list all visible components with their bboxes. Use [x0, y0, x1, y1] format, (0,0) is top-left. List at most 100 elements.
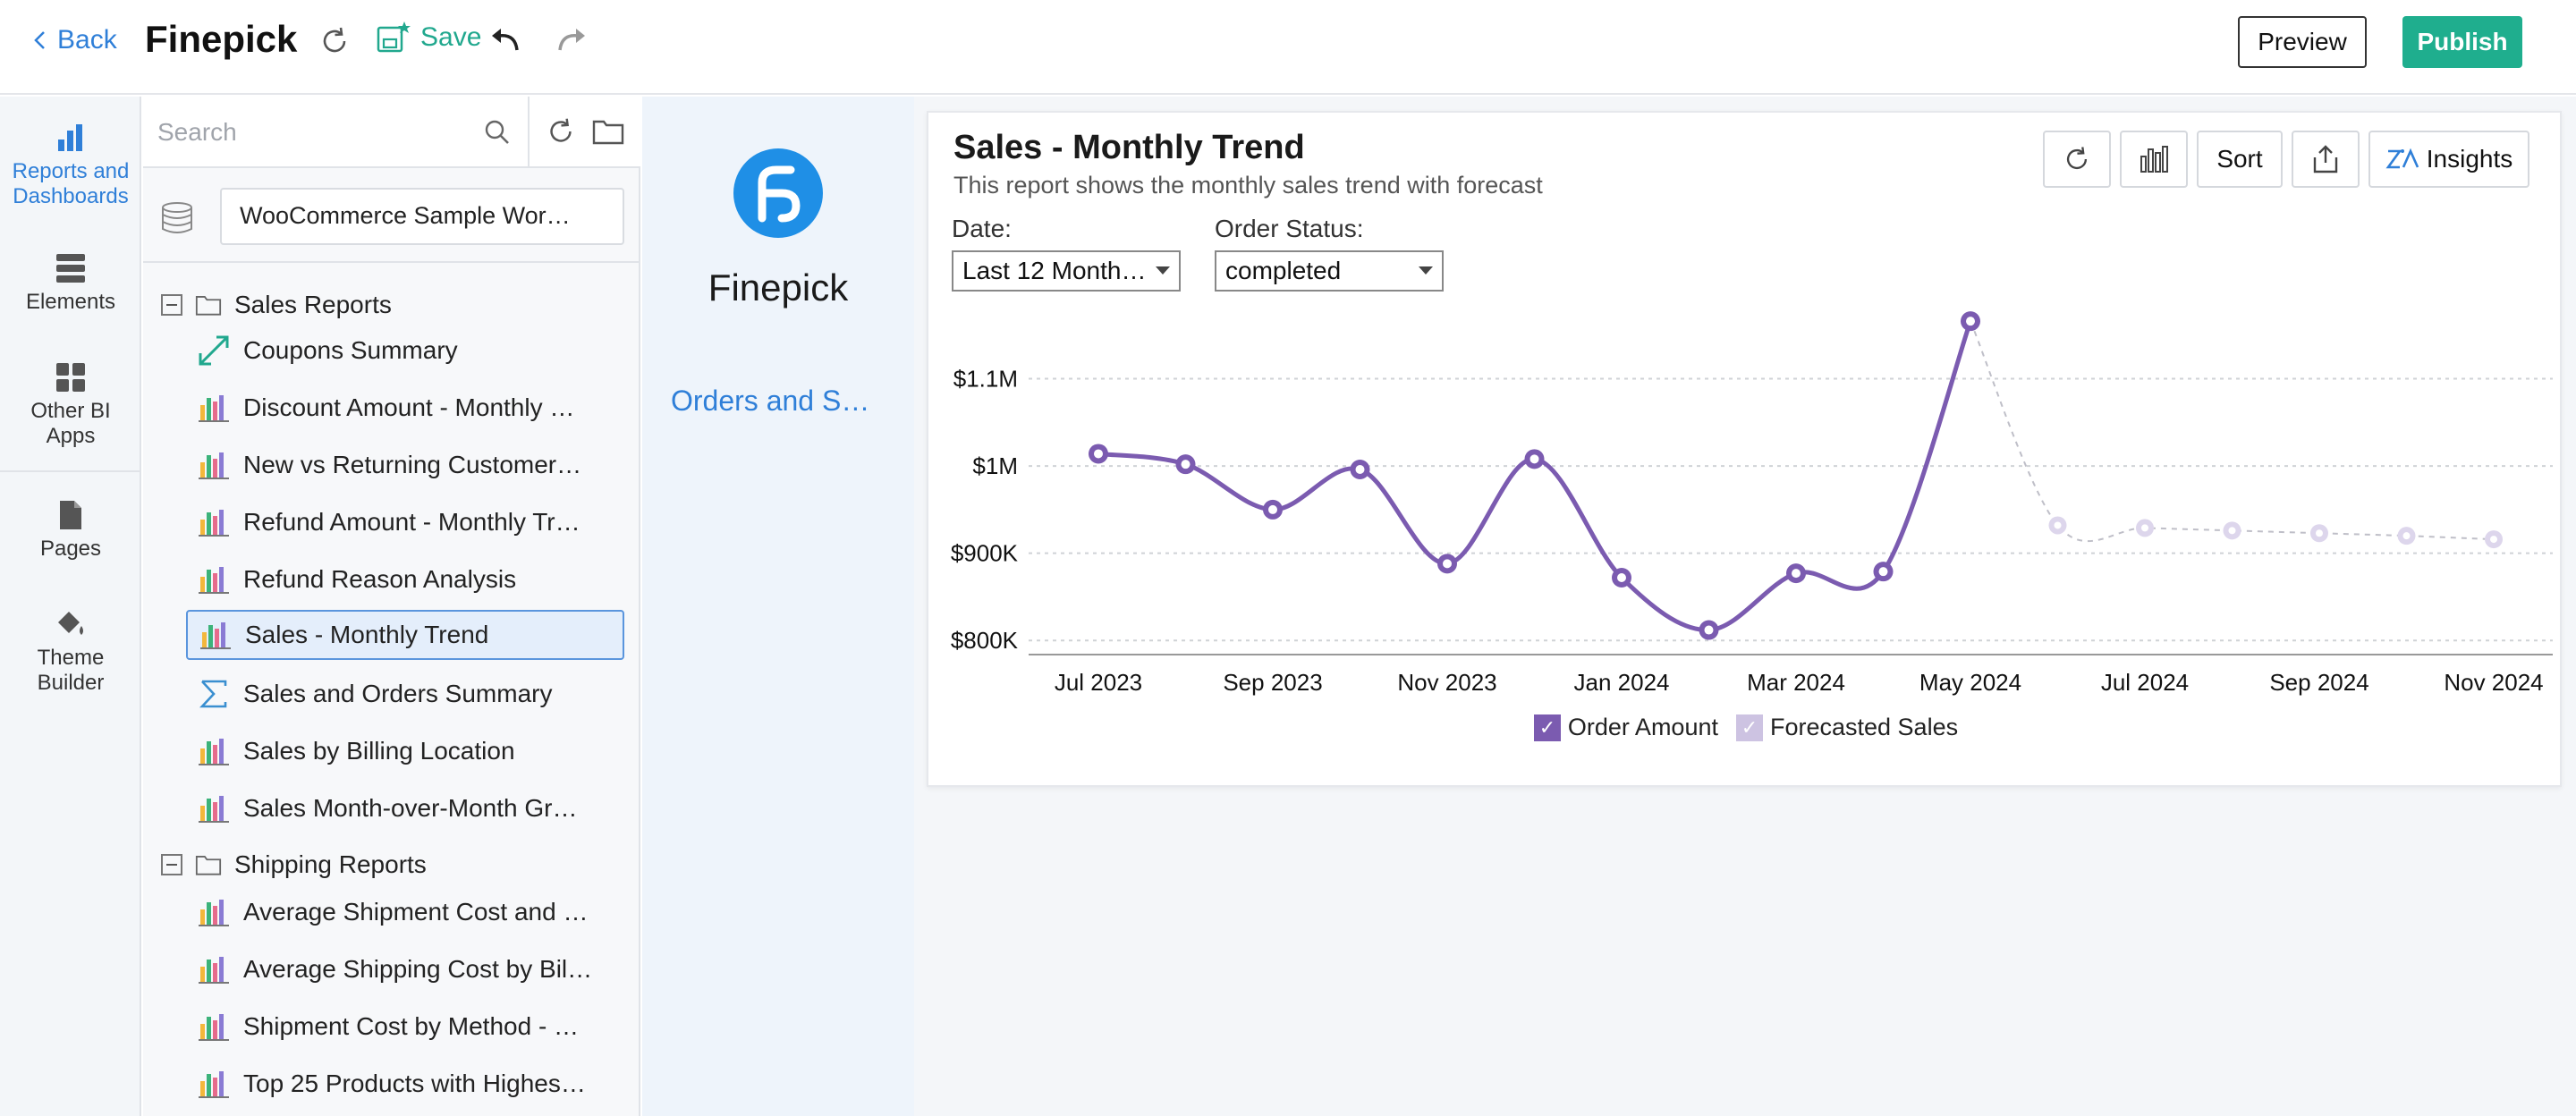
date-filter-select[interactable]: Last 12 Month…: [952, 250, 1181, 292]
search-input[interactable]: [157, 109, 506, 156]
rail-item-theme-builder[interactable]: Theme Builder: [0, 608, 141, 696]
rail-label: Builder: [37, 671, 105, 695]
order-amount-data-point-center: [1966, 317, 1975, 326]
dashboard-page-link[interactable]: Orders and S…: [671, 385, 870, 417]
folder-sales-reports[interactable]: Sales Reports: [161, 283, 392, 327]
reload-report-button[interactable]: [2043, 131, 2111, 188]
order-status-filter-select[interactable]: completed: [1215, 250, 1444, 292]
legend-check-icon: ✓: [1533, 714, 1561, 741]
bar-chart-icon: [199, 739, 229, 765]
chart-type-button[interactable]: [2120, 131, 2188, 188]
bar-chart-icon: [199, 796, 229, 823]
folder-shipping-reports[interactable]: Shipping Reports: [161, 842, 427, 887]
order-amount-data-point-center: [1792, 569, 1801, 579]
rail-item-other-bi-apps[interactable]: Other BI Apps: [0, 361, 141, 449]
report-item[interactable]: Top 25 Products with Highes…: [186, 1059, 624, 1109]
publish-button[interactable]: Publish: [2402, 16, 2522, 68]
report-label: Refund Amount - Monthly Tr…: [243, 508, 580, 536]
rail-label: Reports and: [12, 159, 130, 183]
redo-icon: [558, 29, 585, 51]
line-chart: $800K $900K $1M $1.1M Jul 2023 Sep 2023 Nov 20…: [951, 311, 2553, 696]
y-tick-label: $1.1M: [953, 366, 1018, 393]
forecast-data-point-center: [2490, 536, 2497, 544]
report-item[interactable]: Refund Amount - Monthly Tr…: [186, 497, 624, 547]
rail-label: Elements: [25, 290, 116, 314]
workspace-selector[interactable]: WooCommerce Sample Wor…: [220, 188, 624, 245]
elements-icon: [56, 254, 85, 283]
report-item[interactable]: Sales and Orders Summary: [186, 669, 624, 719]
report-card: Sales - Monthly Trend This report shows …: [927, 111, 2562, 787]
rail-label: Theme: [37, 646, 105, 670]
folder-icon[interactable]: [592, 116, 624, 147]
report-label: Sales Month-over-Month Gr…: [243, 794, 578, 822]
x-tick-label: Nov 2023: [1397, 669, 1496, 696]
order-status-filter-value: completed: [1225, 257, 1342, 284]
report-label: Average Shipping Cost by Bil…: [243, 955, 593, 983]
report-item[interactable]: Average Shipping Cost by Bil…: [186, 944, 624, 994]
report-item[interactable]: Refund Reason Analysis: [186, 554, 624, 604]
sigma-icon: [199, 680, 227, 708]
x-tick-label: Sep 2024: [2269, 669, 2368, 696]
chart-legend: ✓ Order Amount ✓ Forecasted Sales: [928, 714, 2563, 741]
legend-item-forecasted-sales[interactable]: ✓ Forecasted Sales: [1735, 714, 1958, 741]
report-item-selected[interactable]: Sales - Monthly Trend: [186, 610, 624, 660]
finepick-logo-icon: [733, 148, 823, 238]
x-tick-label: Jan 2024: [1574, 669, 1670, 696]
report-item[interactable]: Sales Month-over-Month Gr…: [186, 783, 624, 833]
undo-icon: [492, 29, 519, 51]
order-amount-data-point-center: [1878, 567, 1888, 577]
report-item[interactable]: New vs Returning Customer…: [186, 440, 624, 490]
report-item[interactable]: Shipment Cost by Method - …: [186, 1002, 624, 1052]
bar-chart-icon: [199, 510, 229, 537]
explorer-panel: WooCommerce Sample Wor… Sales Reports Co…: [143, 97, 640, 1116]
report-subtitle: This report shows the monthly sales tren…: [953, 172, 1543, 199]
rail-label: Other BI: [30, 399, 111, 423]
sort-button[interactable]: Sort: [2197, 131, 2283, 188]
legend-item-order-amount[interactable]: ✓ Order Amount: [1533, 714, 1718, 741]
report-item[interactable]: Discount Amount - Monthly …: [186, 383, 624, 433]
export-button[interactable]: [2292, 131, 2360, 188]
rail-item-pages[interactable]: Pages: [0, 499, 141, 562]
bar-chart-icon: [199, 1014, 229, 1041]
report-item[interactable]: Average Shipment Cost and …: [186, 887, 624, 937]
folder-icon: [195, 856, 222, 875]
dropdown-caret-icon: [1419, 266, 1433, 275]
refresh-icon[interactable]: [544, 114, 578, 148]
order-amount-series-line: [1097, 320, 1973, 633]
report-label: Refund Reason Analysis: [243, 565, 517, 593]
refresh-button[interactable]: [313, 20, 356, 63]
save-icon: [377, 21, 411, 53]
x-tick-label: Mar 2024: [1747, 669, 1845, 696]
grid-icon: [56, 363, 85, 392]
folder-icon: [195, 296, 222, 316]
order-amount-data-point-center: [1268, 504, 1277, 514]
collapse-icon[interactable]: [161, 854, 182, 875]
app-title: Finepick: [145, 18, 298, 60]
dashboard-side-panel: Finepick Orders and S…: [642, 97, 914, 1116]
save-label: Save: [420, 22, 482, 52]
x-tick-label: May 2024: [1919, 669, 2021, 696]
report-item[interactable]: Sales by Billing Location: [186, 726, 624, 776]
zia-insights-icon: [2385, 148, 2419, 169]
rail-label: Dashboards: [13, 184, 129, 208]
search-icon[interactable]: [483, 118, 512, 147]
bar-chart-icon: [199, 395, 229, 422]
save-button[interactable]: Save: [376, 20, 481, 55]
undo-button[interactable]: [483, 20, 526, 63]
insights-button[interactable]: Insights: [2368, 131, 2529, 188]
back-link[interactable]: Back: [30, 25, 117, 55]
report-item[interactable]: Coupons Summary: [186, 326, 624, 376]
rail-item-reports-dashboards[interactable]: Reports and Dashboards: [0, 122, 141, 209]
report-label: Average Shipment Cost and …: [243, 898, 589, 926]
date-filter-value: Last 12 Month…: [962, 257, 1147, 284]
report-label: Sales and Orders Summary: [243, 680, 553, 707]
top-bar: Back Finepick Save Preview Publish: [0, 0, 2576, 95]
preview-button[interactable]: Preview: [2238, 16, 2367, 68]
collapse-icon[interactable]: [161, 294, 182, 316]
rail-item-elements[interactable]: Elements: [0, 252, 141, 315]
redo-button[interactable]: [551, 20, 594, 63]
report-label: New vs Returning Customer…: [243, 451, 582, 478]
forecast-series-line: [1970, 320, 2495, 543]
filter-label-date: Date:: [952, 215, 1012, 242]
order-amount-data-point-center: [1355, 465, 1365, 475]
